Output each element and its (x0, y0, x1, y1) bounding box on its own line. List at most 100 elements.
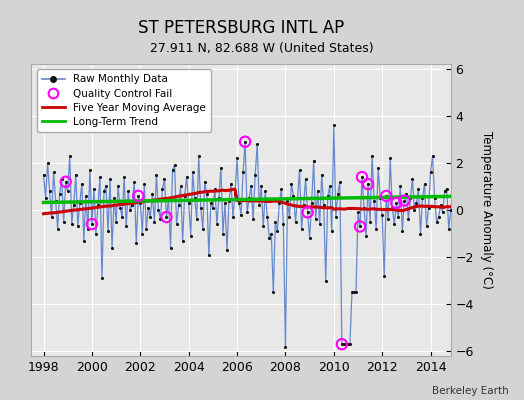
Point (384, 216, 392, 223)
Point (136, 200, 145, 206)
Point (416, 230, 424, 237)
Point (174, 202, 183, 208)
Point (340, 341, 348, 348)
Point (337, 341, 346, 348)
Point (265, 235, 274, 242)
Point (118, 214, 126, 220)
Point (182, 174, 191, 180)
Point (68, 221, 76, 227)
Point (221, 200, 229, 206)
Point (434, 214, 443, 220)
Legend: Raw Monthly Data, Quality Control Fail, Five Year Moving Average, Long-Term Tren: Raw Monthly Data, Quality Control Fail, … (37, 69, 211, 132)
Point (88, 221, 96, 227)
Point (223, 247, 231, 253)
Point (296, 167, 304, 173)
Point (243, 209, 252, 216)
Point (134, 193, 143, 199)
Point (325, 183, 334, 190)
Point (191, 195, 199, 202)
Point (41, 195, 50, 202)
Point (263, 214, 271, 220)
Point (301, 176, 310, 182)
Point (98, 275, 106, 282)
Point (213, 221, 221, 227)
Point (253, 141, 261, 147)
Point (247, 183, 255, 190)
Point (61, 178, 70, 185)
Point (392, 200, 400, 206)
Point (328, 228, 336, 234)
Point (225, 197, 233, 204)
Point (390, 221, 398, 227)
Point (394, 214, 402, 220)
Point (112, 218, 121, 225)
Text: 27.911 N, 82.688 W (United States): 27.911 N, 82.688 W (United States) (150, 42, 374, 55)
Point (46, 188, 54, 194)
Point (382, 193, 390, 199)
Point (56, 190, 64, 197)
Point (217, 164, 225, 171)
Point (166, 244, 174, 251)
Point (285, 214, 293, 220)
Point (430, 195, 439, 202)
Point (303, 209, 312, 216)
Point (124, 188, 133, 194)
Point (318, 172, 326, 178)
Point (162, 214, 171, 220)
Point (358, 174, 366, 180)
Point (78, 181, 86, 187)
Point (418, 195, 427, 202)
Point (422, 223, 431, 230)
Point (350, 289, 358, 296)
Point (360, 204, 368, 211)
Point (72, 172, 80, 178)
Point (88, 221, 96, 227)
Point (267, 230, 276, 237)
Y-axis label: Temperature Anomaly (°C): Temperature Anomaly (°C) (481, 131, 493, 289)
Point (420, 181, 429, 187)
Point (293, 195, 302, 202)
Point (408, 176, 417, 182)
Point (63, 188, 72, 194)
Point (372, 226, 380, 232)
Point (330, 122, 338, 128)
Point (180, 193, 189, 199)
Point (368, 153, 376, 159)
Point (432, 218, 441, 225)
Point (275, 200, 283, 206)
Point (315, 221, 324, 227)
Point (66, 153, 74, 159)
Point (297, 226, 305, 232)
Point (90, 186, 98, 192)
Point (165, 195, 173, 202)
Point (86, 167, 94, 173)
Point (255, 202, 264, 208)
Point (352, 289, 360, 296)
Point (337, 341, 346, 348)
Point (239, 169, 247, 176)
Point (446, 207, 455, 213)
Point (364, 181, 372, 187)
Point (358, 174, 366, 180)
Point (261, 188, 269, 194)
Point (291, 218, 300, 225)
Point (404, 216, 412, 223)
Point (320, 202, 328, 208)
Point (354, 209, 362, 216)
Point (106, 176, 114, 182)
Point (160, 176, 169, 182)
Point (94, 202, 102, 208)
Point (344, 341, 352, 348)
Point (251, 172, 259, 178)
Point (229, 214, 237, 220)
Point (154, 207, 162, 213)
Point (313, 188, 322, 194)
Point (237, 212, 245, 218)
Point (235, 200, 243, 206)
Point (287, 181, 296, 187)
Point (400, 197, 409, 204)
Point (346, 341, 354, 348)
Point (170, 162, 179, 168)
Point (144, 204, 152, 211)
Point (43, 160, 52, 166)
